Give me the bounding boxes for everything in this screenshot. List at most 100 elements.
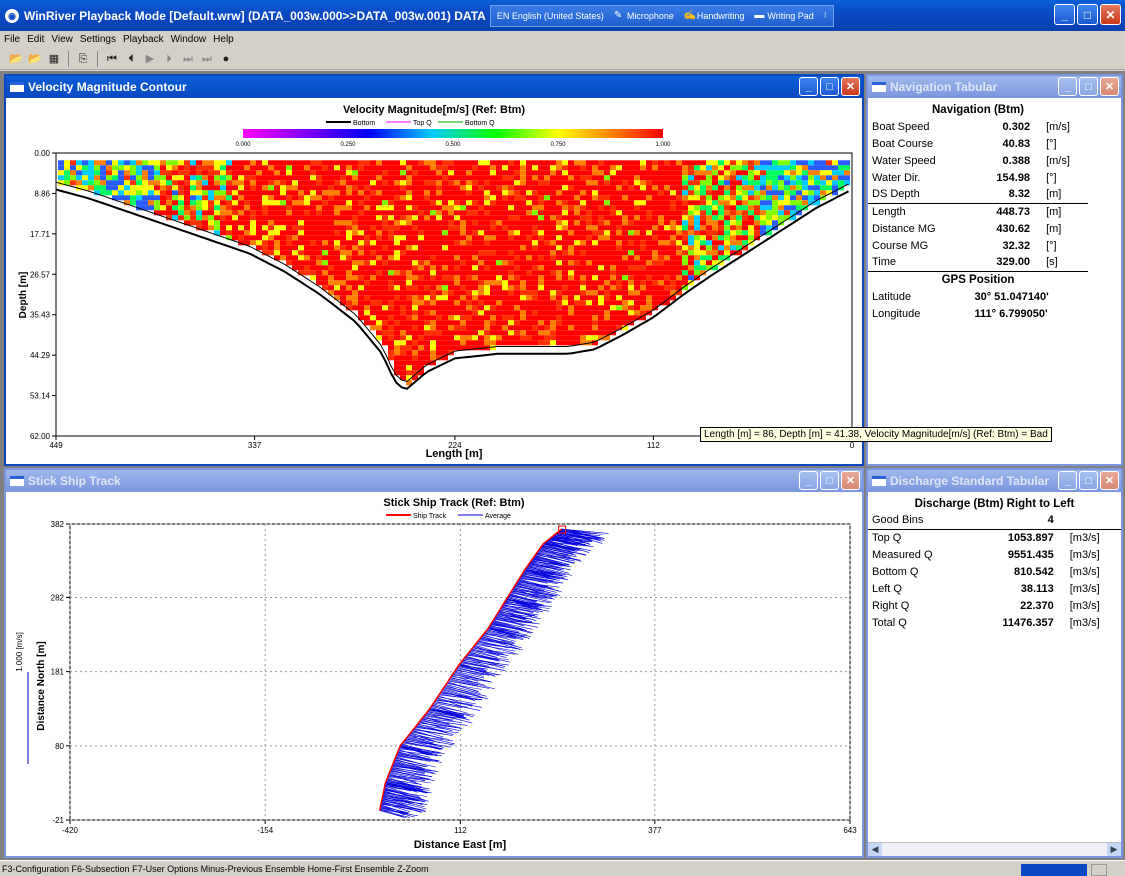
contour-cell (454, 295, 460, 301)
close-button[interactable]: ✕ (1100, 77, 1119, 96)
contour-cell (448, 325, 454, 331)
contour-cell (424, 195, 430, 201)
step-forward-icon[interactable]: ⏵ (166, 52, 172, 65)
ship-track-window[interactable]: Stick Ship Track _ □ ✕ Stick Ship Track … (4, 468, 864, 858)
contour-cell (694, 185, 700, 191)
contour-cell (676, 210, 682, 216)
scroll-left-icon[interactable]: ◀ (868, 843, 882, 856)
close-button[interactable]: ✕ (1100, 471, 1119, 490)
last-ensemble-icon[interactable]: ⏭ (202, 52, 212, 65)
contour-cell (154, 210, 160, 216)
contour-cell (556, 245, 562, 251)
contour-cell (640, 300, 646, 306)
maximize-button[interactable]: □ (820, 471, 839, 490)
contour-cell (418, 240, 424, 246)
open-file-icon[interactable]: 📂 (28, 52, 42, 65)
contour-cell (766, 190, 772, 196)
minimize-button[interactable]: _ (1054, 4, 1075, 25)
close-button[interactable]: ✕ (841, 471, 860, 490)
stop-icon[interactable]: ● (222, 52, 230, 65)
maximize-button[interactable]: □ (1079, 77, 1098, 96)
language-bar[interactable]: EN English (United States) ✎ Microphone ✍… (489, 4, 834, 27)
minimize-button[interactable]: _ (1058, 77, 1077, 96)
contour-cell (724, 180, 730, 186)
velocity-stick (489, 626, 528, 636)
contour-cell (610, 185, 616, 191)
ship-track-line (378, 528, 563, 811)
contour-cell (490, 340, 496, 346)
velocity-contour-chart[interactable]: Velocity Magnitude[m/s] (Ref: Btm) Botto… (6, 98, 862, 464)
grid-icon[interactable]: ▦ (48, 52, 60, 65)
navigation-window[interactable]: Navigation Tabular _ □ ✕ Navigation (Btm… (866, 74, 1123, 466)
contour-cell (490, 195, 496, 201)
microphone-item[interactable]: ✎ Microphone (613, 9, 674, 21)
menu-view[interactable]: View (51, 34, 73, 45)
contour-cell (262, 185, 268, 191)
menu-help[interactable]: Help (213, 34, 234, 45)
open-folder-icon[interactable]: 📂 (9, 52, 23, 65)
contour-cell (784, 175, 790, 181)
menu-window[interactable]: Window (170, 34, 207, 45)
contour-cell (436, 325, 442, 331)
minimize-button[interactable]: _ (1058, 471, 1077, 490)
contour-cell (598, 265, 604, 271)
close-button[interactable]: ✕ (1100, 4, 1121, 25)
contour-cell (616, 170, 622, 176)
contour-cell (424, 185, 430, 191)
contour-cell (520, 190, 526, 196)
ship-track-window-titlebar[interactable]: Stick Ship Track _ □ ✕ (6, 470, 862, 492)
contour-cell (796, 205, 802, 211)
contour-cell (214, 175, 220, 181)
contour-cell (670, 180, 676, 186)
contour-window[interactable]: Velocity Magnitude Contour _ □ ✕ (4, 74, 864, 466)
language-item[interactable]: EN English (United States) (496, 10, 604, 21)
contour-cell (502, 250, 508, 256)
previous-ensemble-icon[interactable]: ⏴ (128, 52, 134, 65)
contour-cell (370, 240, 376, 246)
contour-cell (418, 205, 424, 211)
contour-cell (658, 210, 664, 216)
menu-file[interactable]: File (4, 34, 21, 45)
contour-cell (580, 325, 586, 331)
ship-track-chart[interactable]: Stick Ship Track (Ref: Btm) Ship Track A… (6, 492, 862, 856)
first-ensemble-icon[interactable]: ⏮ (107, 52, 117, 65)
contour-cell (364, 320, 370, 326)
langbar-options-icon[interactable]: ⁝ (823, 10, 827, 20)
navigation-window-titlebar[interactable]: Navigation Tabular _ □ ✕ (868, 76, 1121, 98)
minimize-button[interactable]: _ (799, 471, 818, 490)
contour-cell (394, 285, 400, 291)
velocity-stick (410, 732, 436, 742)
scroll-right-icon[interactable]: ▶ (1107, 843, 1121, 856)
velocity-stick (543, 543, 574, 554)
contour-cell (100, 170, 106, 176)
contour-window-titlebar[interactable]: Velocity Magnitude Contour _ □ ✕ (6, 76, 862, 98)
contour-cell (670, 235, 676, 241)
discharge-row: Left Q 38.113 [m3/s] (872, 582, 1100, 595)
discharge-window-titlebar[interactable]: Discharge Standard Tabular _ □ ✕ (868, 470, 1121, 492)
maximize-button[interactable]: □ (1077, 4, 1098, 25)
contour-cell (184, 205, 190, 211)
menu-playback[interactable]: Playback (123, 34, 164, 45)
maximize-button[interactable]: □ (1079, 471, 1098, 490)
play-icon[interactable]: ▶ (145, 52, 155, 65)
contour-cell (598, 290, 604, 296)
handwriting-item[interactable]: ✍ Handwriting (683, 9, 745, 21)
minimize-button[interactable]: _ (799, 77, 818, 96)
contour-cell (496, 315, 502, 321)
menu-settings[interactable]: Settings (79, 34, 116, 45)
copy-icon[interactable]: ⎘ (78, 52, 88, 65)
velocity-stick (561, 528, 605, 539)
maximize-button[interactable]: □ (820, 77, 839, 96)
contour-cell (280, 225, 286, 231)
contour-cell (676, 230, 682, 236)
velocity-stick (406, 738, 445, 748)
close-button[interactable]: ✕ (841, 77, 860, 96)
contour-cell (226, 180, 232, 186)
contour-cell (226, 175, 232, 181)
menu-edit[interactable]: Edit (27, 34, 45, 45)
discharge-window[interactable]: Discharge Standard Tabular _ □ ✕ Dischar… (866, 468, 1123, 858)
horizontal-scrollbar[interactable]: ◀ ▶ (868, 842, 1121, 856)
writing-pad-item[interactable]: ▬ Writing Pad (754, 9, 814, 21)
next-ensemble-icon[interactable]: ⏭ (183, 52, 193, 65)
contour-cell (202, 165, 208, 171)
